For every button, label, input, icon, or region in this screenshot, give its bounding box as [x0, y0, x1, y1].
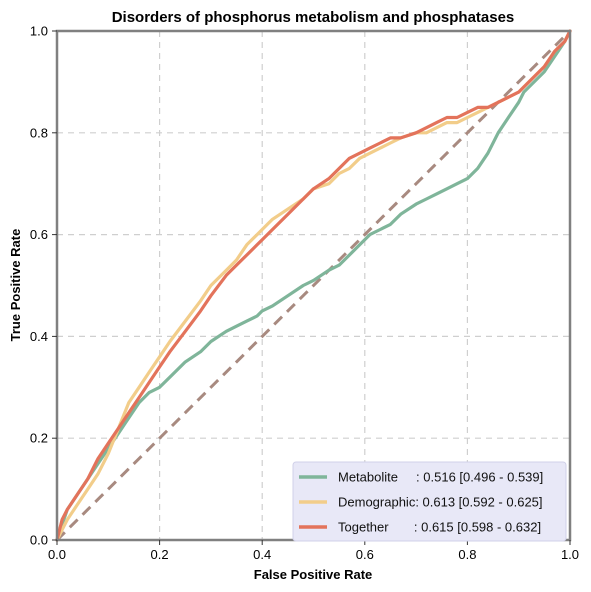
- grid-lines: [57, 31, 570, 540]
- y-tick-label: 0.6: [30, 227, 48, 242]
- y-tick-label: 0.0: [30, 533, 48, 548]
- series-lines: [55, 29, 572, 542]
- y-tick-label: 0.2: [30, 431, 48, 446]
- x-axis-label: False Positive Rate: [254, 567, 373, 582]
- roc-line-together: [55, 29, 572, 542]
- x-tick-label: 1.0: [561, 547, 579, 562]
- legend-label-metabolite: Metabolite : 0.516 [0.496 - 0.539]: [338, 470, 543, 485]
- chance-diagonal-line: [55, 29, 572, 542]
- y-tick-label: 0.8: [30, 125, 48, 140]
- x-tick-label: 0.4: [253, 547, 271, 562]
- y-axis-label: True Positive Rate: [8, 229, 23, 342]
- legend-label-demographic: Demographic: 0.613 [0.592 - 0.625]: [338, 495, 543, 510]
- x-tick-label: 0.2: [151, 547, 169, 562]
- x-axis-ticks: 0.0 0.2 0.4 0.6 0.8 1.0: [48, 540, 579, 562]
- roc-line-metabolite: [55, 29, 572, 542]
- chart-title: Disorders of phosphorus metabolism and p…: [112, 9, 515, 26]
- legend-box: [292, 461, 567, 542]
- x-tick-label: 0.0: [48, 547, 66, 562]
- y-axis-ticks: 0.0 0.2 0.4 0.6 0.8 1.0: [30, 24, 57, 548]
- x-tick-label: 0.8: [458, 547, 476, 562]
- legend-label-together: Together : 0.615 [0.598 - 0.632]: [338, 520, 541, 535]
- y-tick-label: 0.4: [30, 329, 48, 344]
- legend: Metabolite : 0.516 [0.496 - 0.539] Demogr…: [292, 461, 567, 542]
- y-tick-label: 1.0: [30, 24, 48, 39]
- x-tick-label: 0.6: [356, 547, 374, 562]
